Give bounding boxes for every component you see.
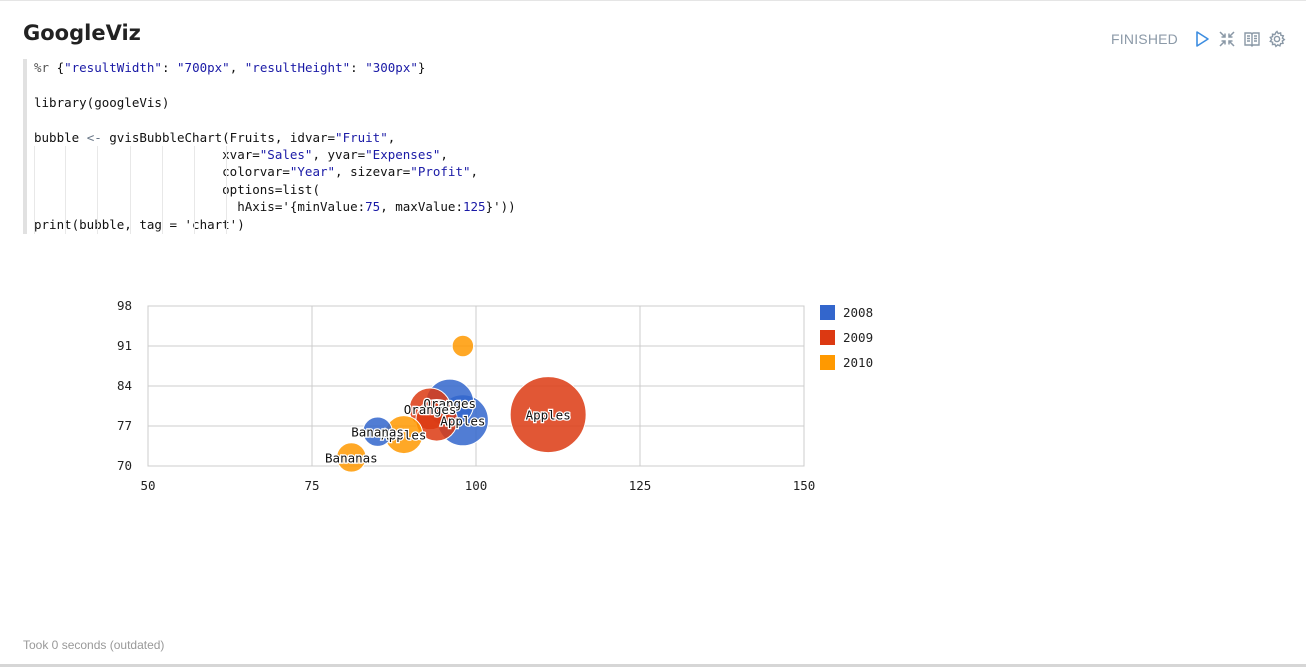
bubble-label: Apples bbox=[381, 428, 426, 443]
paragraph-title[interactable]: GoogleViz bbox=[23, 21, 141, 45]
y-tick-label: 91 bbox=[117, 338, 132, 353]
code-line: %r {"resultWidth": "700px", "resultHeigh… bbox=[34, 59, 783, 76]
code-token: 75 bbox=[365, 199, 381, 215]
y-tick-label: 70 bbox=[117, 458, 132, 473]
code-line: bubble <- gvisBubbleChart(Fruits, idvar=… bbox=[34, 129, 783, 146]
code-token: "Profit" bbox=[410, 164, 471, 180]
code-token: gvisBubbleChart(Fruits, idvar= bbox=[101, 129, 336, 145]
bubble-point bbox=[362, 416, 393, 447]
legend-swatch bbox=[820, 355, 835, 370]
code-token: colorvar= bbox=[34, 164, 290, 180]
code-token: library(googleVis) bbox=[34, 94, 170, 110]
bubble-chart-svg: 50 75 100 125 1507077849198ApplesApplesOrang… bbox=[117, 298, 873, 493]
paragraph-controls: FINISHED bbox=[1111, 28, 1286, 50]
code-token: "300px" bbox=[365, 60, 418, 75]
bubble-label: Apples bbox=[526, 408, 571, 423]
status-label: FINISHED bbox=[1111, 31, 1178, 47]
code-line: hAxis='{minValue:75, maxValue:125}')) bbox=[34, 198, 783, 215]
bubble-chart: 50 75 100 125 150 70 77 84 91 98 Apples Apples Orang… bbox=[60, 291, 900, 511]
code-token: print(bubble, tag = 'chart') bbox=[34, 216, 245, 232]
legend-entry: 2008 bbox=[843, 305, 873, 320]
code-token: { bbox=[56, 60, 65, 75]
code-token: , sizevar= bbox=[335, 164, 411, 180]
x-tick-label: 125 bbox=[629, 478, 652, 493]
y-tick-label: 84 bbox=[117, 378, 132, 393]
legend-entry: 2010 bbox=[843, 355, 873, 370]
legend-swatch bbox=[820, 330, 835, 345]
code-line: ​ bbox=[34, 76, 783, 93]
code-token: %r bbox=[34, 60, 57, 75]
code-line: ​ bbox=[34, 111, 783, 128]
code-editor[interactable]: %r {"resultWidth": "700px", "resultHeigh… bbox=[23, 59, 783, 234]
collapse-icon[interactable] bbox=[1218, 30, 1236, 48]
code-token: hAxis='{minValue: bbox=[34, 199, 366, 215]
code-token: "Sales" bbox=[259, 146, 313, 162]
code-token: , yvar= bbox=[312, 146, 366, 162]
gear-icon[interactable] bbox=[1268, 30, 1286, 48]
x-tick-label: 50 bbox=[140, 478, 155, 493]
code-token: : bbox=[161, 60, 178, 75]
y-tick-label: 98 bbox=[117, 298, 132, 313]
code-token: 125 bbox=[463, 199, 486, 215]
bubble-label: Apples bbox=[440, 413, 485, 428]
bubble-point bbox=[336, 442, 367, 473]
code-token: , maxValue: bbox=[380, 199, 463, 215]
code-line: options=list( bbox=[34, 181, 783, 198]
bubble-label: Bananas bbox=[351, 425, 404, 440]
x-tick-label: 150 bbox=[793, 478, 816, 493]
bubble-point bbox=[451, 334, 475, 358]
code-token: bubble bbox=[34, 129, 87, 145]
bubble-label: Oranges bbox=[423, 396, 476, 411]
bubble-label: Bananas bbox=[325, 450, 378, 465]
play-icon[interactable] bbox=[1193, 30, 1211, 48]
code-line: library(googleVis) bbox=[34, 94, 783, 111]
bubble-label: Oranges bbox=[404, 402, 457, 417]
code-line: print(bubble, tag = 'chart') bbox=[34, 216, 783, 233]
y-tick-label: 77 bbox=[117, 418, 132, 433]
code-token: options=list( bbox=[34, 181, 320, 197]
code-token: "resultHeight" bbox=[244, 60, 351, 75]
code-token: , bbox=[387, 129, 396, 145]
plot-frame bbox=[147, 305, 805, 467]
code-token: , bbox=[470, 164, 479, 180]
code-token: "700px" bbox=[177, 60, 230, 75]
x-tick-label: 100 bbox=[465, 478, 488, 493]
code-token: , bbox=[440, 146, 448, 162]
execution-time: Took 0 seconds (outdated) bbox=[23, 638, 165, 652]
code-token: "Expenses" bbox=[365, 146, 441, 162]
code-token: } bbox=[417, 60, 426, 75]
code-token: "Fruit" bbox=[335, 129, 388, 145]
code-token: }')) bbox=[485, 199, 516, 215]
book-icon[interactable] bbox=[1243, 30, 1261, 48]
bubble-point bbox=[509, 376, 587, 454]
legend-entry: 2009 bbox=[843, 330, 873, 345]
code-token: xvar= bbox=[34, 146, 260, 162]
code-token: "Year" bbox=[289, 164, 336, 180]
code-line: xvar="Sales", yvar="Expenses", bbox=[34, 146, 783, 163]
code-token: , bbox=[229, 60, 245, 75]
code-token: : bbox=[350, 60, 366, 75]
legend-swatch bbox=[820, 305, 835, 320]
x-tick-label: 75 bbox=[304, 478, 319, 493]
code-token: "resultWidth" bbox=[64, 60, 162, 75]
code-token: <- bbox=[86, 129, 102, 145]
code-line: colorvar="Year", sizevar="Profit", bbox=[34, 163, 783, 180]
